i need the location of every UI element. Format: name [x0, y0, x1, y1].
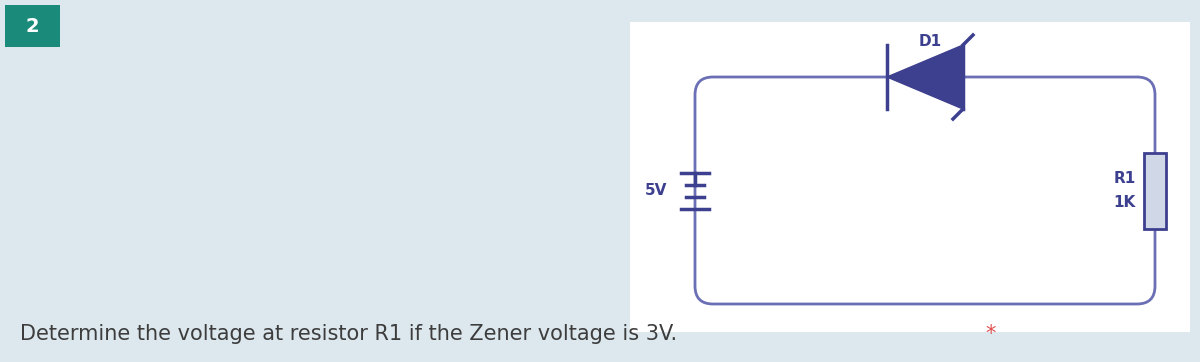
Bar: [1144, 152, 1166, 228]
Text: 1K: 1K: [1114, 195, 1136, 210]
Text: 2: 2: [25, 17, 40, 35]
Text: R1: R1: [1114, 171, 1136, 186]
Text: 5V: 5V: [644, 183, 667, 198]
FancyBboxPatch shape: [5, 5, 60, 47]
Text: Determine the voltage at resistor R1 if the Zener voltage is 3V.: Determine the voltage at resistor R1 if …: [20, 324, 684, 344]
Text: D1: D1: [918, 34, 942, 49]
FancyBboxPatch shape: [630, 22, 1190, 332]
Text: *: *: [985, 324, 995, 344]
Polygon shape: [887, 45, 964, 109]
